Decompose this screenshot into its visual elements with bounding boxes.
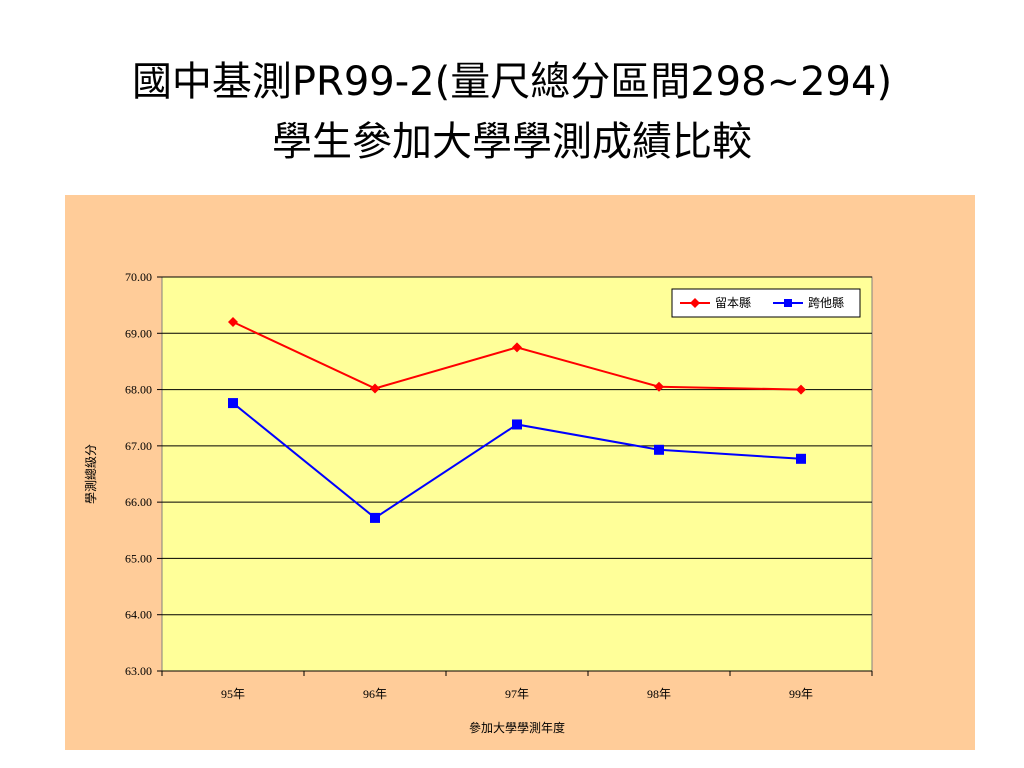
x-tick-label: 96年 [363,687,387,701]
legend-marker-series-1 [690,298,700,308]
legend-marker-series-2 [784,299,792,307]
series-2-point [228,398,238,409]
y-tick-label: 63.00 [125,664,152,678]
series-1-point [228,317,238,328]
series-2-point [796,453,806,464]
y-tick-label: 64.00 [125,608,152,622]
y-tick-label: 65.00 [125,551,152,565]
series-1-point [512,342,522,353]
legend: 留本縣 跨他縣 [671,288,861,318]
y-tick-label: 67.00 [125,439,152,453]
x-tick-label: 95年 [221,687,245,701]
series-2-point [512,419,522,430]
series-markers [228,317,806,523]
series-1-point [370,383,380,394]
series-1-point [654,381,664,392]
legend-label-series-2: 跨他縣 [808,296,844,310]
legend-label-series-1: 留本縣 [715,296,751,310]
x-tick-label: 99年 [789,687,813,701]
y-tick-label: 66.00 [125,495,152,509]
line-chart: 63.00 64.00 65.00 66.00 67.00 68.00 69.00 70.00… [83,270,873,735]
y-tick-label: 69.00 [125,326,152,340]
chart-panel: 63.00 64.00 65.00 66.00 67.00 68.00 69.00 70.00… [65,195,975,750]
plot-area [161,276,873,672]
x-tick-label: 98年 [647,687,671,701]
series-1-point [796,384,806,395]
gridlines [162,276,872,672]
x-axis-title: 參加大學學測年度 [469,720,565,735]
slide-title: 國中基測PR99-2(量尺總分區間298~294) 學生參加大學學測成績比較 [0,52,1024,172]
y-tick-label: 70.00 [125,270,152,284]
y-tick-label: 68.00 [125,383,152,397]
series-2-point [370,512,380,523]
y-axis-title: 學測總級分 [83,444,98,504]
y-axis-ticks: 63.00 64.00 65.00 66.00 67.00 68.00 69.00 70.00 [125,270,162,678]
title-line-2: 學生參加大學學測成績比較 [272,119,752,165]
series-2-point [654,444,664,455]
title-line-1: 國中基測PR99-2(量尺總分區間298~294) [131,59,893,105]
x-axis-ticks: 95年 96年 97年 98年 99年 [161,671,873,701]
x-tick-label: 97年 [505,687,529,701]
